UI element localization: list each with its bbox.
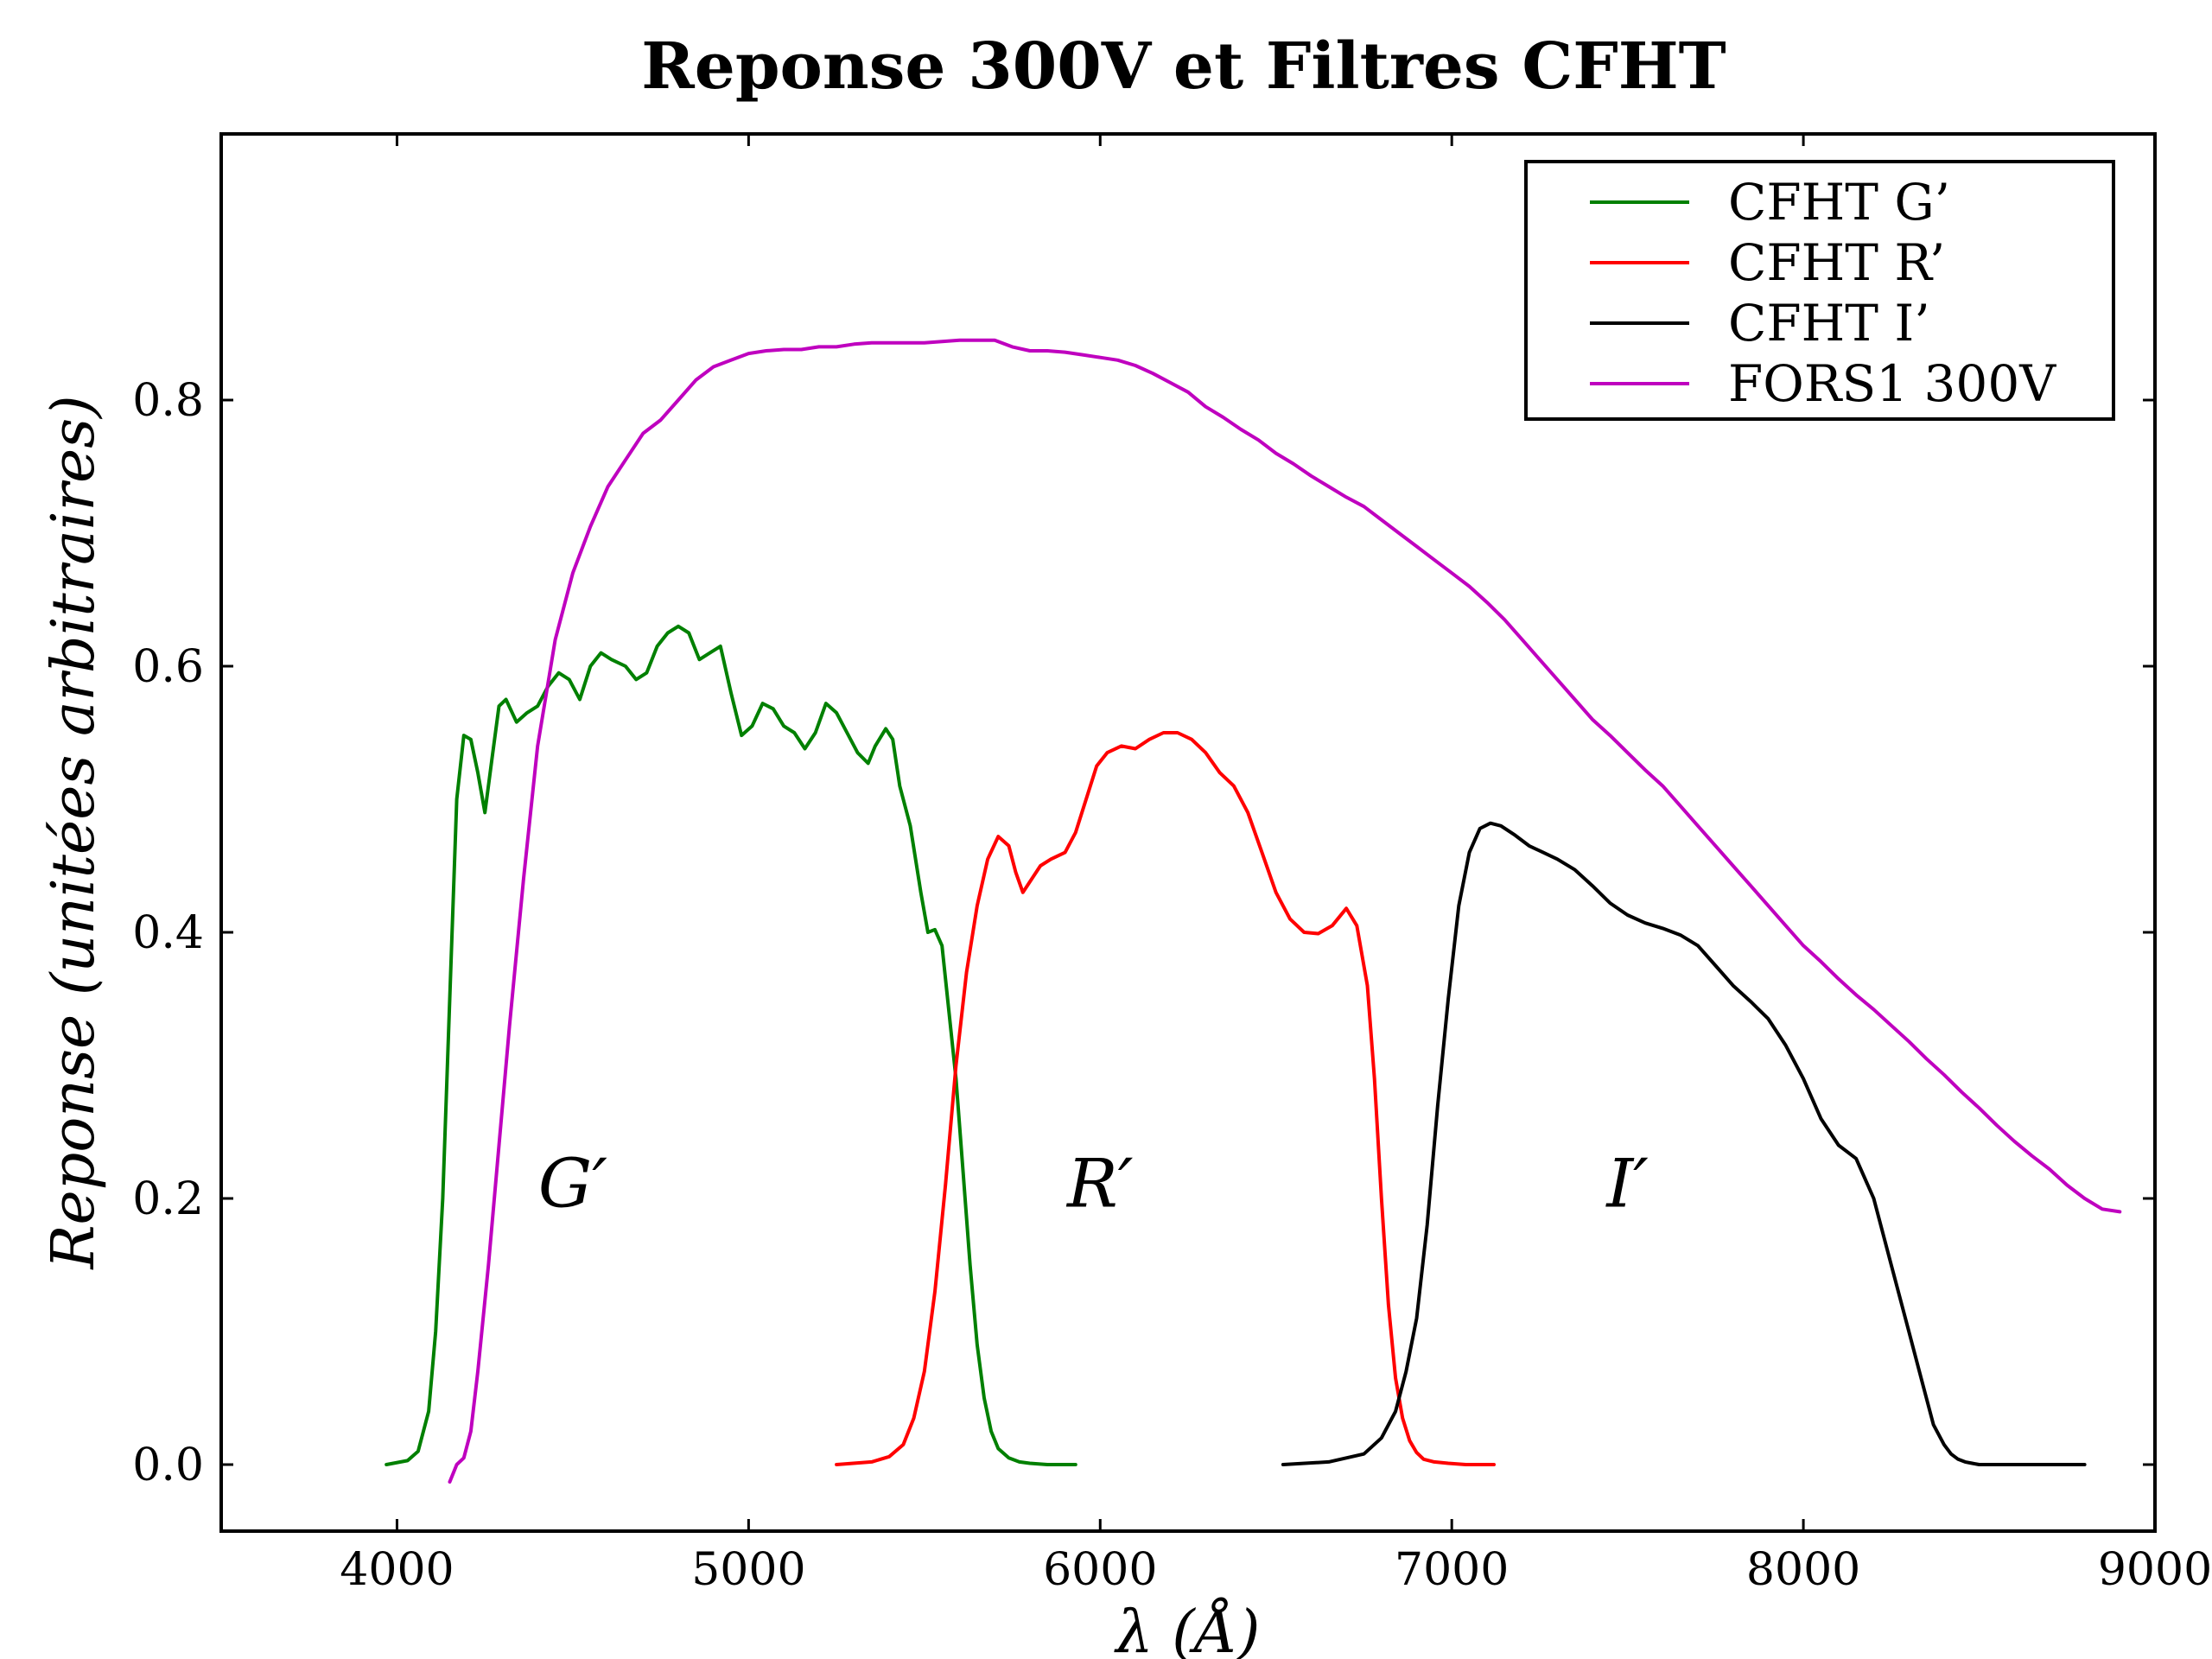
axis-ticks: 4000 5000 6000 7000 8000 9000 0.0 0.2 0.4 0.6 0.8 [132,134,2212,1596]
band-annotations: G′ R′ I′ [538,1146,1649,1224]
series-line-3 [448,338,2122,1484]
x-axis-label: λ (Å) [1114,1598,1261,1659]
y-tick-label: 0.4 [132,907,204,959]
band-label-2: I′ [1605,1146,1649,1224]
band-label-1: R′ [1065,1146,1134,1224]
y-tick-label: 0.0 [132,1440,204,1491]
series-line-0 [385,624,1077,1466]
series-line-2 [1281,821,2087,1466]
chart-title: Reponse 300V et Filtres CFHT [641,29,1726,104]
x-tick-label: 7000 [1395,1544,1509,1596]
legend-label-1: CFHT R’ [1728,233,1945,292]
legend-entries: CFHT G’CFHT R’CFHT I’FORS1 300V [1590,173,2056,413]
series-line-1 [835,731,1496,1466]
x-tick-label: 6000 [1043,1544,1157,1596]
x-tick-label: 9000 [2098,1544,2212,1596]
x-tick-label: 4000 [340,1544,454,1596]
legend-box [1524,160,2115,421]
band-label-0: G′ [538,1146,607,1224]
legend-label-0: CFHT G’ [1728,173,1950,232]
legend-label-3: FORS1 300V [1728,354,2056,413]
x-tick-label: 8000 [1746,1544,1860,1596]
x-tick-label: 5000 [691,1544,805,1596]
y-tick-label: 0.8 [132,375,204,427]
legend: CFHT G’CFHT R’CFHT I’FORS1 300V [1524,160,2115,421]
legend-label-2: CFHT I’ [1728,294,1930,353]
y-tick-label: 0.6 [132,641,204,693]
plot-area [385,338,2122,1484]
y-tick-label: 0.2 [132,1173,204,1225]
plot-frame [219,132,2157,1533]
y-axis-label: Reponse (unitées arbitraires) [40,395,108,1270]
